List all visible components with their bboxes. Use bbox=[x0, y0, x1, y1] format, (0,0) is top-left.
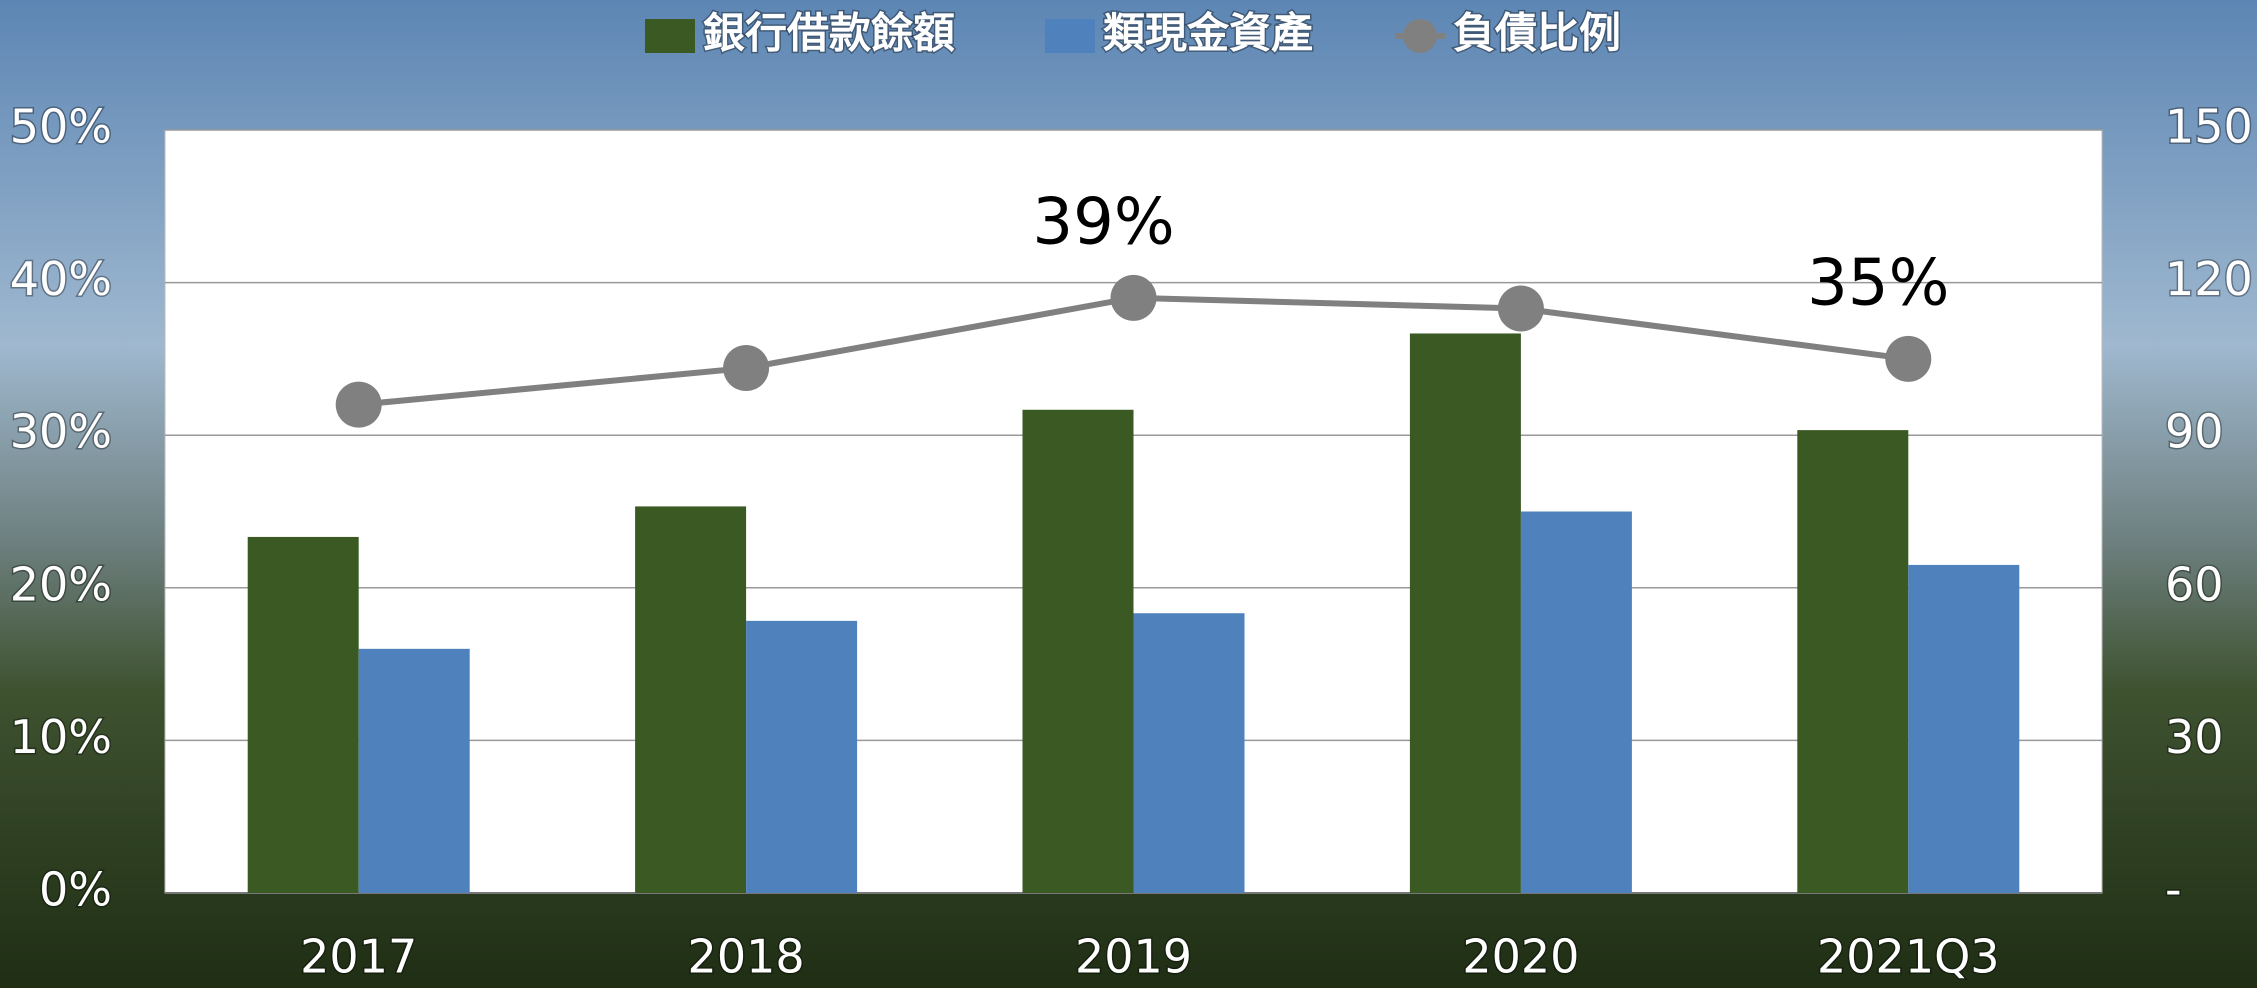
bar bbox=[1134, 613, 1245, 893]
y2-tick-label: 30 bbox=[2165, 710, 2224, 764]
y2-tick-label: 60 bbox=[2165, 557, 2224, 611]
y-tick-label: 40% bbox=[10, 252, 112, 306]
y-tick-label: 10% bbox=[10, 710, 112, 764]
legend-label: 負債比例 bbox=[1453, 9, 1621, 58]
y-tick-label: 30% bbox=[10, 405, 112, 459]
legend-label: 銀行借款餘額 bbox=[703, 9, 955, 58]
chart: 0% 10% 20% 30% 40% 50% - 30 60 90 120 150 2017 2018 20… bbox=[0, 0, 2257, 988]
x-tick-label: 2021Q3 bbox=[1817, 930, 2000, 984]
value-label: 39% bbox=[1032, 185, 1174, 259]
y2-tick-label: 150 bbox=[2165, 100, 2253, 154]
line-marker bbox=[1885, 336, 1931, 382]
legend-label: 類現金資產 bbox=[1103, 9, 1313, 58]
bar bbox=[1410, 333, 1521, 893]
x-tick-label: 2018 bbox=[688, 930, 805, 984]
x-tick-label: 2017 bbox=[300, 930, 417, 984]
line-marker bbox=[723, 345, 769, 391]
bar bbox=[1023, 410, 1134, 893]
bar bbox=[359, 649, 470, 893]
page: {"chart_data": {"type": "bar-line", "cat… bbox=[0, 0, 2257, 988]
bar bbox=[1797, 430, 1908, 893]
x-tick-label: 2020 bbox=[1462, 930, 1579, 984]
line-marker bbox=[336, 382, 382, 428]
y2-tick-label: - bbox=[2165, 863, 2182, 917]
line-marker bbox=[1111, 275, 1157, 321]
y2-tick-label: 120 bbox=[2165, 252, 2253, 306]
line-marker bbox=[1498, 286, 1544, 332]
x-tick-label: 2019 bbox=[1075, 930, 1192, 984]
bar bbox=[635, 506, 746, 893]
bar bbox=[248, 537, 359, 893]
legend-swatch bbox=[645, 19, 695, 53]
bar bbox=[746, 621, 857, 893]
y2-tick-label: 90 bbox=[2165, 405, 2224, 459]
legend-swatch bbox=[1045, 19, 1095, 53]
y-tick-label: 50% bbox=[10, 100, 112, 154]
value-label: 35% bbox=[1807, 246, 1949, 320]
y-tick-label: 20% bbox=[10, 557, 112, 611]
bar bbox=[1521, 512, 1632, 894]
y-tick-label: 0% bbox=[39, 863, 112, 917]
legend-marker bbox=[1403, 19, 1437, 53]
bar bbox=[1908, 565, 2019, 893]
